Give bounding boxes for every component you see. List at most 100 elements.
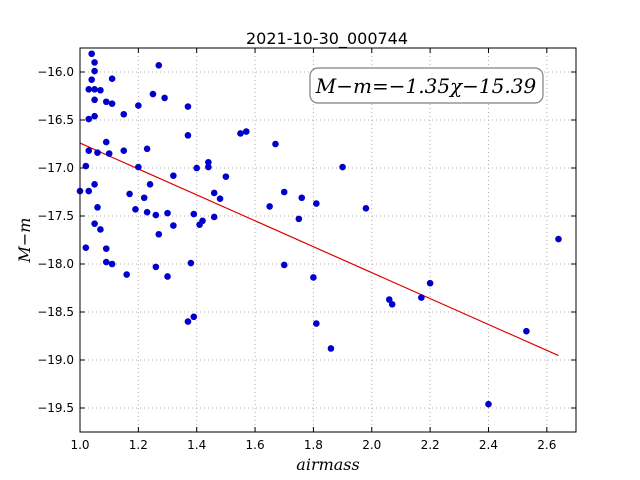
- data-point: [152, 263, 160, 271]
- data-point: [108, 100, 116, 107]
- data-point: [161, 94, 168, 102]
- data-point: [184, 103, 192, 110]
- data-point: [152, 211, 160, 219]
- data-point: [184, 132, 192, 139]
- x-tick-label: 2.2: [421, 438, 440, 452]
- grid: [80, 48, 576, 432]
- data-point: [85, 147, 93, 155]
- y-tick-label: −19.5: [37, 401, 74, 415]
- data-point: [187, 259, 195, 267]
- data-point: [222, 173, 230, 180]
- data-point: [339, 163, 346, 171]
- x-tick-label: 1.6: [246, 438, 265, 452]
- data-point: [313, 320, 320, 327]
- data-point: [91, 96, 98, 104]
- data-point: [91, 220, 98, 227]
- data-point: [243, 128, 250, 135]
- data-point: [190, 313, 198, 321]
- data-point: [91, 181, 98, 188]
- data-point: [102, 138, 110, 146]
- data-point: [102, 98, 110, 106]
- y-tick-label: −18.0: [37, 257, 74, 271]
- data-point: [97, 86, 104, 94]
- fit-equation: M−m=−1.35χ−15.39: [315, 74, 537, 98]
- data-point: [184, 318, 192, 325]
- data-point: [94, 149, 101, 156]
- x-tick-label: 1.8: [304, 438, 323, 452]
- data-point: [91, 67, 98, 75]
- y-axis-label: M−m: [15, 218, 34, 264]
- data-point: [155, 61, 163, 69]
- data-point: [132, 205, 139, 213]
- data-point: [272, 140, 279, 148]
- data-point: [108, 260, 116, 268]
- data-point: [216, 195, 224, 203]
- data-point: [555, 235, 562, 243]
- data-point: [146, 181, 154, 188]
- data-point: [426, 279, 434, 287]
- x-tick-label: 2.4: [479, 438, 498, 452]
- data-point: [91, 85, 98, 93]
- data-point: [205, 163, 212, 171]
- data-point: [523, 327, 530, 335]
- x-tick-label: 2.0: [362, 438, 381, 452]
- data-point: [108, 75, 116, 83]
- data-point: [120, 147, 128, 155]
- y-tick-label: −17.5: [37, 209, 74, 223]
- y-tick-label: −19.0: [37, 353, 74, 367]
- data-point: [102, 258, 110, 266]
- data-point: [385, 296, 393, 303]
- fit-equation-box: [309, 67, 544, 104]
- data-point: [210, 213, 218, 221]
- data-point: [164, 209, 171, 217]
- data-point: [155, 230, 163, 238]
- x-tick-label: 1.4: [187, 438, 206, 452]
- data-point: [266, 203, 273, 210]
- data-point: [193, 164, 201, 172]
- data-point: [295, 215, 303, 223]
- data-point: [140, 194, 148, 202]
- data-point: [190, 210, 198, 218]
- data-point: [170, 222, 177, 229]
- data-point: [237, 130, 244, 137]
- data-point: [88, 76, 95, 83]
- data-point: [149, 90, 157, 98]
- data-point: [313, 200, 320, 207]
- data-point: [418, 294, 425, 301]
- data-point: [205, 158, 212, 166]
- data-point: [105, 150, 113, 157]
- data-point: [310, 274, 317, 281]
- y-tick-label: −16.0: [37, 65, 74, 79]
- plot-frame: [79, 47, 577, 433]
- data-point: [135, 163, 142, 171]
- data-point: [91, 112, 98, 120]
- data-point: [170, 172, 177, 179]
- data-point: [199, 217, 206, 225]
- data-point: [94, 204, 101, 211]
- data-point: [91, 59, 98, 66]
- data-point: [143, 208, 151, 216]
- data-point: [388, 301, 396, 308]
- y-tick-label: −16.5: [37, 113, 74, 127]
- data-point: [85, 187, 93, 195]
- data-point: [280, 261, 288, 269]
- data-point: [97, 226, 104, 233]
- data-point: [102, 245, 110, 252]
- data-point: [210, 189, 218, 197]
- data-point: [88, 50, 95, 58]
- data-point: [135, 102, 142, 109]
- fit-line-group: [79, 142, 559, 357]
- data-point: [82, 244, 90, 251]
- data-point: [164, 273, 171, 280]
- data-point: [143, 145, 151, 153]
- data-point: [280, 188, 288, 196]
- x-axis-label: airmass: [296, 455, 359, 474]
- data-point: [85, 85, 93, 93]
- data-point: [120, 110, 128, 118]
- data-point: [85, 115, 93, 123]
- chart-title: 2021-10-30_000744: [246, 29, 408, 49]
- data-point: [362, 205, 370, 212]
- tick-labels: 1.0 1.2 1.4 1.6 1.8 2.0 2.2 2.4 2.6 −16.0 −16.5 −17…: [37, 48, 576, 452]
- data-point: [298, 194, 306, 202]
